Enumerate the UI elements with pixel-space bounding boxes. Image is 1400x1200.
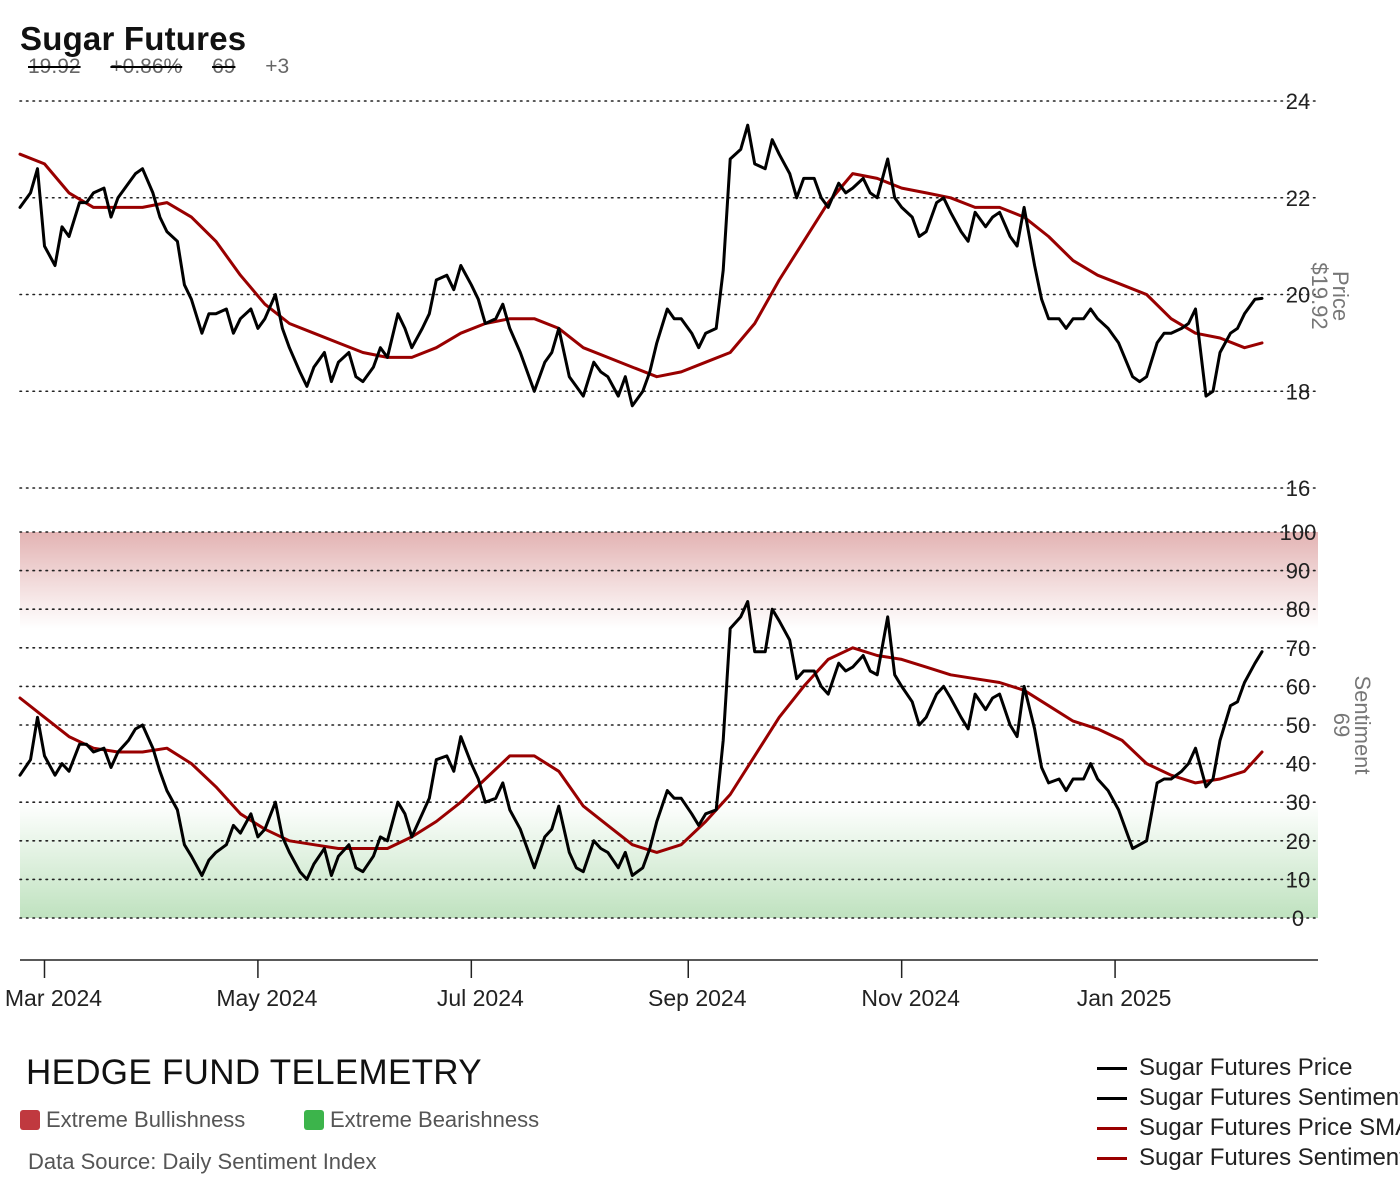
sentiment-y-tick-label: 100: [1280, 520, 1317, 545]
bearish-swatch: [304, 1110, 324, 1130]
sentiment-y-tick-label: 40: [1286, 752, 1310, 777]
summary-sentiment: 69: [212, 55, 236, 78]
extreme-bearish-zone: [20, 802, 1318, 918]
sentiment-y-tick-label: 0: [1292, 906, 1304, 931]
data-source: Data Source: Daily Sentiment Index: [28, 1149, 377, 1174]
legend-item-price-sma[interactable]: Sugar Futures Price SMA: [1097, 1113, 1400, 1143]
bearish-label: Extreme Bearishness: [330, 1107, 540, 1132]
sentiment-axis-title: Sentiment: [1350, 675, 1375, 774]
brand-name: HEDGE FUND TELEMETRY: [26, 1053, 482, 1092]
chart-title: Sugar Futures: [20, 20, 247, 57]
summary-price: 19.92: [28, 55, 81, 78]
legend-label: Sugar Futures Price SMA: [1139, 1114, 1400, 1141]
bullish-swatch: [20, 1110, 40, 1130]
price-sugar-futures-price-sma-line: [18, 152, 1264, 379]
legend-label: Sugar Futures Sentiment SMA: [1139, 1144, 1400, 1171]
extreme-bullish-zone: [20, 532, 1318, 629]
sentiment-y-tick-label: 60: [1286, 674, 1310, 699]
zone-key-bearish: Extreme Bearishness: [304, 1107, 539, 1133]
price-y-tick-label: 20: [1286, 283, 1310, 308]
legend-line-price-sma: [1097, 1126, 1127, 1130]
sentiment-y-tick-label: 30: [1286, 790, 1310, 815]
summary-line: 19.92 +0.86% 69 +3: [28, 55, 313, 79]
price-axis-value: $19.92: [1307, 262, 1332, 329]
bullish-label: Extreme Bullishness: [46, 1107, 246, 1132]
legend: Sugar Futures Price Sugar Futures Sentim…: [1097, 1053, 1400, 1173]
price-y-tick-label: 18: [1286, 379, 1310, 404]
legend-line-sentiment-sma: [1097, 1156, 1127, 1160]
x-tick-label: Sep 2024: [648, 985, 747, 1011]
price-axis-title: Price: [1328, 271, 1353, 321]
sentiment-sugar-futures-sentiment-line: [18, 600, 1264, 881]
legend-item-sentiment-sma[interactable]: Sugar Futures Sentiment SMA: [1097, 1143, 1400, 1173]
x-tick-label: Jan 2025: [1077, 985, 1172, 1011]
legend-line-sentiment: [1097, 1096, 1127, 1100]
legend-item-sentiment[interactable]: Sugar Futures Sentiment: [1097, 1083, 1400, 1113]
price-y-tick-label: 16: [1286, 476, 1310, 501]
legend-label: Sugar Futures Price: [1139, 1054, 1353, 1081]
price-y-tick-label: 22: [1286, 186, 1310, 211]
x-tick-label: May 2024: [216, 985, 317, 1011]
zone-key-bullish: Extreme Bullishness: [20, 1107, 245, 1133]
price-y-tick-label: 24: [1286, 89, 1310, 114]
sentiment-axis-value: 69: [1329, 713, 1354, 737]
sentiment-sugar-futures-sentiment-sma-line: [18, 646, 1264, 854]
x-tick-label: Nov 2024: [861, 985, 960, 1011]
x-tick-label: Jul 2024: [437, 985, 524, 1011]
chart-area: 16 18 20 22 24 0 10 20 30 40 50 60 70 80 90 100 Mar 2024…: [5, 89, 1375, 1011]
sentiment-y-tick-label: 80: [1286, 597, 1310, 622]
summary-change: +0.86%: [110, 55, 183, 78]
legend-label: Sugar Futures Sentiment: [1139, 1084, 1400, 1111]
sentiment-y-tick-label: 10: [1286, 867, 1310, 892]
sentiment-y-tick-label: 20: [1286, 829, 1310, 854]
sentiment-y-tick-label: 90: [1286, 559, 1310, 584]
legend-line-price: [1097, 1066, 1127, 1070]
x-tick-label: Mar 2024: [5, 985, 102, 1011]
sentiment-y-tick-label: 70: [1286, 636, 1310, 661]
sentiment-y-tick-label: 50: [1286, 713, 1310, 738]
legend-item-price[interactable]: Sugar Futures Price: [1097, 1053, 1400, 1083]
price-sugar-futures-price-line: [18, 123, 1264, 408]
summary-sentiment-change: +3: [265, 55, 290, 78]
